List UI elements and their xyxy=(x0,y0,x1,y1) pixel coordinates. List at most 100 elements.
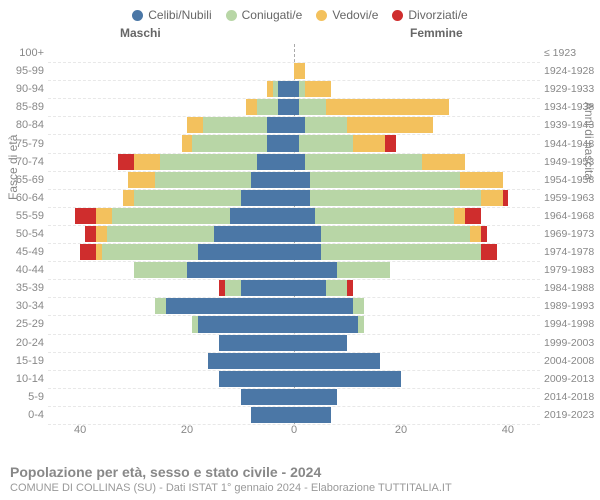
birth-label: 1959-1963 xyxy=(544,192,600,204)
age-label: 75-79 xyxy=(0,138,44,150)
legend-item: Celibi/Nubili xyxy=(132,8,211,22)
legend-label: Coniugati/e xyxy=(242,8,303,22)
segment-coniugati xyxy=(192,135,267,151)
birth-label: 2009-2013 xyxy=(544,373,600,385)
age-row: 20-241999-2003 xyxy=(48,334,540,353)
female-bar xyxy=(294,81,540,97)
segment-coniugati xyxy=(305,117,348,133)
birth-label: 1974-1978 xyxy=(544,246,600,258)
segment-vedovi xyxy=(305,81,332,97)
female-bar xyxy=(294,226,540,242)
age-label: 35-39 xyxy=(0,282,44,294)
segment-celibi xyxy=(294,226,321,242)
age-label: 55-59 xyxy=(0,210,44,222)
segment-celibi xyxy=(294,172,310,188)
age-label: 70-74 xyxy=(0,156,44,168)
segment-vedovi xyxy=(353,135,385,151)
birth-label: ≤ 1923 xyxy=(544,47,600,59)
birth-label: 1924-1928 xyxy=(544,65,600,77)
segment-celibi xyxy=(251,407,294,423)
birth-label: 1964-1968 xyxy=(544,210,600,222)
segment-coniugati xyxy=(203,117,267,133)
age-label: 0-4 xyxy=(0,409,44,421)
male-bar xyxy=(48,407,294,423)
female-bar xyxy=(294,298,540,314)
age-label: 90-94 xyxy=(0,83,44,95)
female-bar xyxy=(294,172,540,188)
birth-label: 1984-1988 xyxy=(544,282,600,294)
segment-vedovi xyxy=(96,226,107,242)
age-label: 65-69 xyxy=(0,174,44,186)
segment-celibi xyxy=(267,117,294,133)
female-bar xyxy=(294,117,540,133)
segment-divorziati xyxy=(118,154,134,170)
birth-label: 2019-2023 xyxy=(544,409,600,421)
female-label: Femmine xyxy=(410,26,463,40)
segment-celibi xyxy=(257,154,294,170)
age-row: 40-441979-1983 xyxy=(48,261,540,280)
segment-vedovi xyxy=(246,99,257,115)
x-tick: 40 xyxy=(502,424,514,436)
legend-dot xyxy=(132,10,143,21)
birth-label: 1934-1938 xyxy=(544,101,600,113)
female-bar xyxy=(294,353,540,369)
legend-item: Divorziati/e xyxy=(392,8,467,22)
male-bar xyxy=(48,117,294,133)
birth-label: 1939-1943 xyxy=(544,119,600,131)
footer: Popolazione per età, sesso e stato civil… xyxy=(10,464,590,494)
footer-title: Popolazione per età, sesso e stato civil… xyxy=(10,464,590,480)
segment-coniugati xyxy=(155,298,166,314)
male-bar xyxy=(48,389,294,405)
rows: 100+≤ 192395-991924-192890-941929-193385… xyxy=(48,44,540,424)
age-label: 5-9 xyxy=(0,391,44,403)
segment-celibi xyxy=(294,244,321,260)
legend-label: Vedovi/e xyxy=(332,8,378,22)
segment-celibi xyxy=(294,335,347,351)
x-tick: 20 xyxy=(395,424,407,436)
x-tick: 40 xyxy=(74,424,86,436)
segment-vedovi xyxy=(422,154,465,170)
male-bar xyxy=(48,244,294,260)
segment-vedovi xyxy=(96,208,112,224)
male-bar xyxy=(48,262,294,278)
chart-container: Celibi/Nubili Coniugati/e Vedovi/e Divorzia… xyxy=(0,0,600,500)
segment-celibi xyxy=(294,208,315,224)
male-bar xyxy=(48,99,294,115)
segment-coniugati xyxy=(353,298,364,314)
male-bar xyxy=(48,172,294,188)
segment-divorziati xyxy=(481,226,486,242)
segment-coniugati xyxy=(321,226,471,242)
segment-celibi xyxy=(251,172,294,188)
female-bar xyxy=(294,335,540,351)
age-label: 95-99 xyxy=(0,65,44,77)
legend-dot xyxy=(392,10,403,21)
segment-vedovi xyxy=(182,135,193,151)
segment-coniugati xyxy=(321,244,481,260)
birth-label: 1954-1958 xyxy=(544,174,600,186)
segment-divorziati xyxy=(385,135,396,151)
age-row: 85-891934-1938 xyxy=(48,98,540,117)
segment-celibi xyxy=(294,371,401,387)
segment-vedovi xyxy=(187,117,203,133)
segment-celibi xyxy=(219,371,294,387)
female-bar xyxy=(294,371,540,387)
segment-celibi xyxy=(241,190,294,206)
segment-celibi xyxy=(294,280,326,296)
age-row: 0-42019-2023 xyxy=(48,406,540,425)
birth-label: 1999-2003 xyxy=(544,337,600,349)
female-bar xyxy=(294,407,540,423)
segment-celibi xyxy=(294,298,353,314)
segment-vedovi xyxy=(123,190,134,206)
legend-label: Celibi/Nubili xyxy=(148,8,211,22)
segment-coniugati xyxy=(107,226,214,242)
male-bar xyxy=(48,298,294,314)
age-row: 65-691954-1958 xyxy=(48,171,540,190)
male-label: Maschi xyxy=(120,26,161,40)
age-label: 25-29 xyxy=(0,318,44,330)
age-label: 85-89 xyxy=(0,101,44,113)
age-row: 50-541969-1973 xyxy=(48,225,540,244)
legend-item: Coniugati/e xyxy=(226,8,303,22)
segment-celibi xyxy=(198,244,294,260)
segment-vedovi xyxy=(481,190,502,206)
segment-celibi xyxy=(294,117,305,133)
